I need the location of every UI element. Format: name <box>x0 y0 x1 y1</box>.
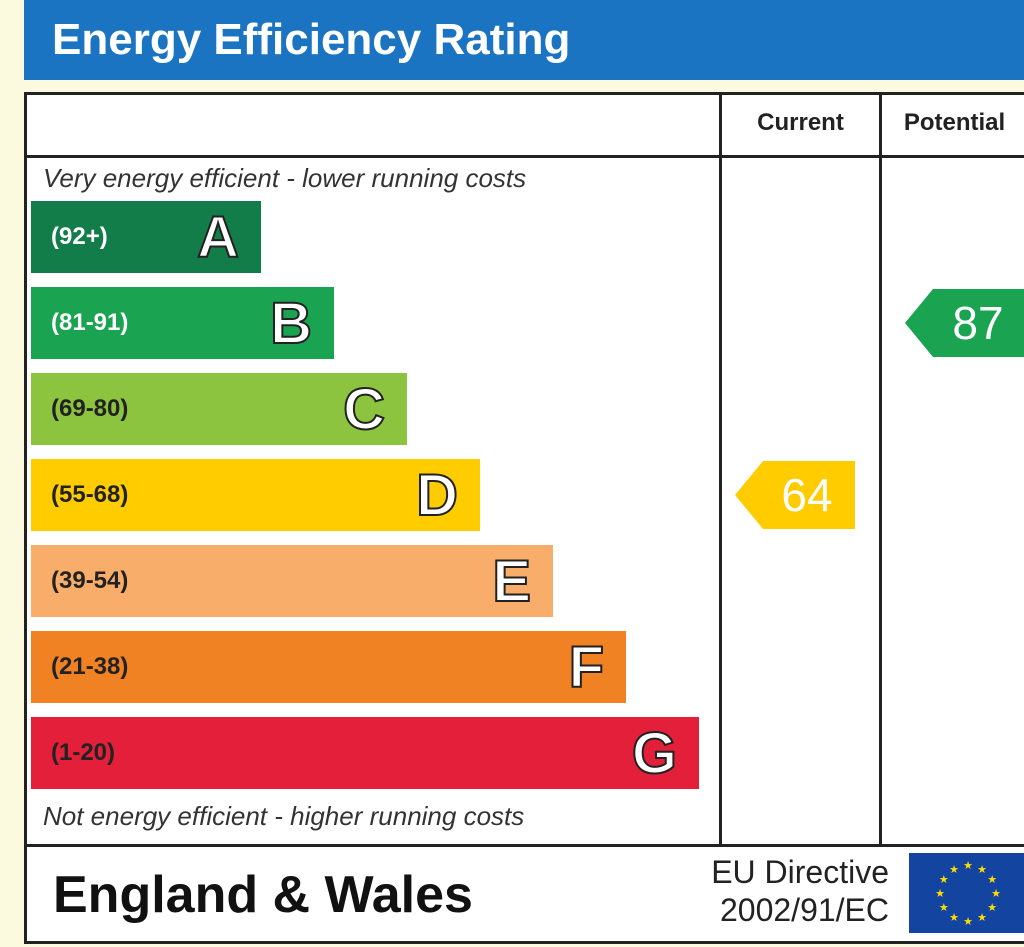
band-e: (39-54) E <box>31 545 553 617</box>
band-letter-label: E <box>491 548 532 615</box>
eu-star-icon: ★ <box>987 902 997 914</box>
eu-star-icon: ★ <box>991 888 1001 900</box>
eu-star-icon: ★ <box>939 902 949 914</box>
column-header-potential: Potential <box>903 109 1006 136</box>
eu-star-icon: ★ <box>949 912 959 924</box>
footer-country: England & Wales <box>53 866 473 924</box>
band-a: (92+) A <box>31 201 261 273</box>
band-range-label: (21-38) <box>51 653 129 680</box>
band-range-label: (81-91) <box>51 309 129 336</box>
footer-divider <box>27 844 1024 847</box>
band-range-label: (1-20) <box>51 739 116 766</box>
band-d: (55-68) D <box>31 459 480 531</box>
potential-rating-arrow: 87 <box>905 289 1024 357</box>
eu-star-icon: ★ <box>963 860 973 872</box>
eu-star-icon: ★ <box>977 912 987 924</box>
caption-bottom: Not energy efficient - higher running co… <box>43 801 525 831</box>
band-range-label: (69-80) <box>51 395 129 422</box>
band-letter-label: G <box>631 720 678 787</box>
band-letter-label: D <box>415 462 459 529</box>
rating-panel: Current Potential Very energy efficient … <box>24 92 1024 944</box>
eu-star-icon: ★ <box>939 874 949 886</box>
eu-star-icon: ★ <box>935 888 945 900</box>
band-g: (1-20) G <box>31 717 699 789</box>
band-f: (21-38) F <box>31 631 626 703</box>
band-range-label: (92+) <box>51 223 108 250</box>
column-header-current: Current <box>757 109 844 136</box>
column-divider-current <box>719 95 722 847</box>
column-divider-potential <box>879 95 882 847</box>
caption-top: Very energy efficient - lower running co… <box>43 163 527 193</box>
eu-star-icon: ★ <box>963 916 973 928</box>
eu-flag-icon: ★ ★ ★ ★ ★ ★ ★ ★ ★ ★ ★ ★ <box>909 853 1024 933</box>
band-range-label: (55-68) <box>51 481 129 508</box>
band-b: (81-91) B <box>31 287 334 359</box>
band-c: (69-80) C <box>31 373 407 445</box>
current-rating-arrow: 64 <box>735 461 855 529</box>
eu-star-icon: ★ <box>949 864 959 876</box>
band-range-label: (39-54) <box>51 567 129 594</box>
band-letter-label: C <box>342 376 386 443</box>
page-title: Energy Efficiency Rating <box>24 0 1024 80</box>
eu-directive-line1: EU Directive <box>711 854 889 890</box>
band-letter-label: B <box>269 290 313 357</box>
header-divider <box>27 155 1024 158</box>
eu-directive: EU Directive 2002/91/EC <box>689 853 889 929</box>
eu-star-icon: ★ <box>977 864 987 876</box>
eu-star-icon: ★ <box>987 874 997 886</box>
eu-directive-line2: 2002/91/EC <box>719 892 889 928</box>
band-letter-label: F <box>568 634 605 701</box>
band-letter-label: A <box>196 204 240 271</box>
